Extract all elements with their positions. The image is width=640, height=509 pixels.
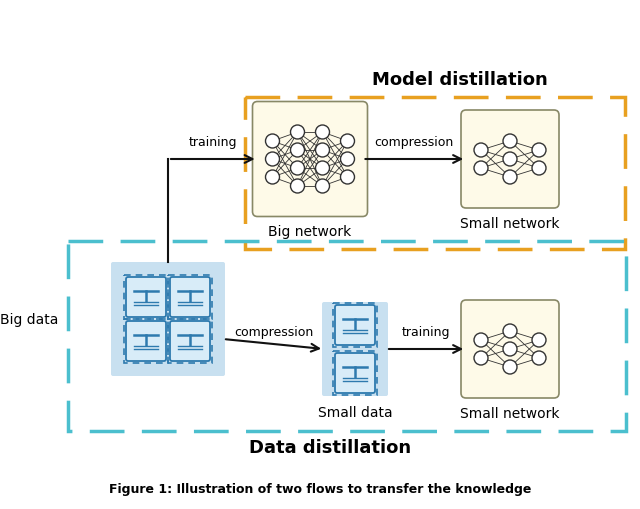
Circle shape <box>266 171 280 185</box>
Text: Small data: Small data <box>317 405 392 419</box>
Bar <box>124 319 168 363</box>
Circle shape <box>474 162 488 176</box>
Circle shape <box>503 171 517 185</box>
Bar <box>124 275 168 319</box>
Circle shape <box>503 360 517 374</box>
Bar <box>333 303 377 347</box>
Circle shape <box>291 162 305 176</box>
Circle shape <box>266 135 280 149</box>
Text: compression: compression <box>234 325 313 338</box>
Circle shape <box>316 180 330 193</box>
Circle shape <box>316 126 330 140</box>
Text: Small network: Small network <box>460 216 560 231</box>
Circle shape <box>532 144 546 158</box>
Circle shape <box>503 153 517 166</box>
Circle shape <box>474 333 488 347</box>
Text: Model distillation: Model distillation <box>372 71 548 89</box>
FancyBboxPatch shape <box>322 302 388 396</box>
Circle shape <box>316 144 330 158</box>
Text: Figure 1: Illustration of two flows to transfer the knowledge: Figure 1: Illustration of two flows to t… <box>109 483 531 496</box>
Bar <box>68 242 626 431</box>
FancyBboxPatch shape <box>170 277 210 318</box>
FancyBboxPatch shape <box>170 321 210 361</box>
Text: Big network: Big network <box>268 225 351 239</box>
Text: Small network: Small network <box>460 406 560 420</box>
Text: Data distillation: Data distillation <box>249 438 411 456</box>
Circle shape <box>532 351 546 365</box>
Circle shape <box>474 351 488 365</box>
Circle shape <box>291 144 305 158</box>
FancyBboxPatch shape <box>461 111 559 209</box>
Circle shape <box>503 324 517 338</box>
Bar <box>168 319 212 363</box>
Text: Big data: Big data <box>0 313 58 326</box>
Circle shape <box>340 171 355 185</box>
Circle shape <box>266 153 280 166</box>
Circle shape <box>291 180 305 193</box>
Circle shape <box>532 162 546 176</box>
FancyBboxPatch shape <box>126 277 166 318</box>
FancyBboxPatch shape <box>335 353 375 393</box>
Circle shape <box>503 343 517 356</box>
Bar <box>245 98 625 249</box>
Circle shape <box>291 126 305 140</box>
Circle shape <box>340 135 355 149</box>
Text: training: training <box>189 136 237 149</box>
Circle shape <box>503 135 517 149</box>
Bar <box>333 351 377 395</box>
FancyBboxPatch shape <box>111 263 225 376</box>
Bar <box>168 275 212 319</box>
Circle shape <box>340 153 355 166</box>
Text: compression: compression <box>374 136 454 149</box>
FancyBboxPatch shape <box>253 102 367 217</box>
Circle shape <box>532 333 546 347</box>
FancyBboxPatch shape <box>461 300 559 398</box>
FancyBboxPatch shape <box>335 305 375 345</box>
Circle shape <box>474 144 488 158</box>
Text: training: training <box>402 325 451 338</box>
Circle shape <box>316 162 330 176</box>
FancyBboxPatch shape <box>126 321 166 361</box>
